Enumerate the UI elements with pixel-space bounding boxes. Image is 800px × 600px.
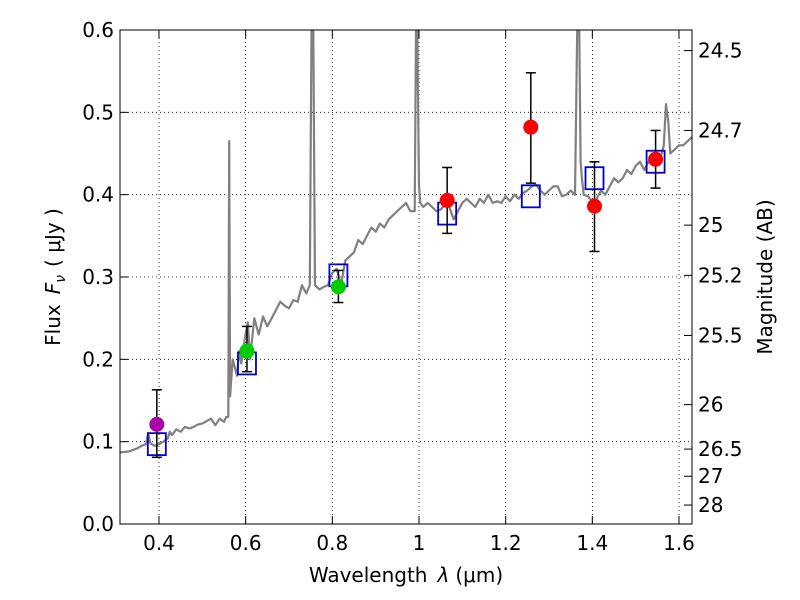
y-axis-label-symbol: F	[41, 282, 65, 294]
x-tick-label: 1.6	[663, 531, 695, 555]
photometry-point	[523, 119, 539, 135]
mag-tick-label: 26.5	[698, 437, 743, 461]
y-tick-label: 0.3	[82, 265, 114, 289]
photometry-point	[587, 198, 602, 214]
mag-tick-label: 26	[698, 393, 723, 417]
mag-tick-label: 27	[698, 464, 723, 488]
x-tick-label: 1.4	[576, 531, 608, 555]
y-axis-label-subscript: ν	[53, 275, 69, 283]
y-tick-label: 0.2	[82, 347, 114, 371]
right-axis-label: Magnitude (AB)	[753, 199, 777, 354]
x-tick-label: 0.6	[230, 531, 262, 555]
photometry-point	[239, 343, 255, 359]
mag-tick-label: 25.2	[698, 263, 743, 287]
y-tick-label: 0.0	[82, 512, 114, 536]
model-flux-square	[520, 184, 541, 209]
x-tick-label: 0.4	[143, 531, 175, 555]
y-tick-label: 0.4	[82, 183, 114, 207]
photometry-point	[439, 192, 455, 208]
y-axis-label-unit: ( μJy )	[41, 208, 65, 267]
x-tick-label: 1	[413, 531, 426, 555]
y-tick-label: 0.1	[82, 430, 114, 454]
photometry-point	[648, 151, 664, 167]
x-axis-label-prefix: Wavelength	[309, 563, 428, 587]
photometry-point	[149, 416, 165, 432]
y-tick-label: 0.5	[82, 100, 114, 124]
axis-ticks: 0.4 0.6 0.8 1 1.2 1.4 1.6 0.0 0.1 0.2 0.3 0.4 0.5 0.6…	[82, 18, 742, 555]
y-tick-label: 0.6	[82, 18, 114, 42]
mag-tick-label: 28	[698, 493, 723, 517]
y-axis-label-prefix: Flux	[41, 304, 65, 346]
x-tick-label: 1.2	[490, 531, 522, 555]
x-tick-label: 0.8	[316, 531, 348, 555]
x-axis-label-symbol: λ	[437, 563, 450, 587]
y-axis-label: Flux Fν ( μJy )	[41, 208, 69, 346]
photometry-layer	[149, 72, 664, 459]
photometry-point	[330, 279, 346, 295]
mag-tick-label: 24.5	[698, 39, 743, 63]
x-axis-label: Wavelength λ (μm)	[309, 563, 503, 587]
mag-tick-label: 25.5	[698, 323, 743, 347]
mag-tick-label: 25	[698, 213, 723, 237]
x-axis-label-unit: (μm)	[455, 563, 503, 587]
mag-tick-label: 24.7	[698, 118, 743, 142]
